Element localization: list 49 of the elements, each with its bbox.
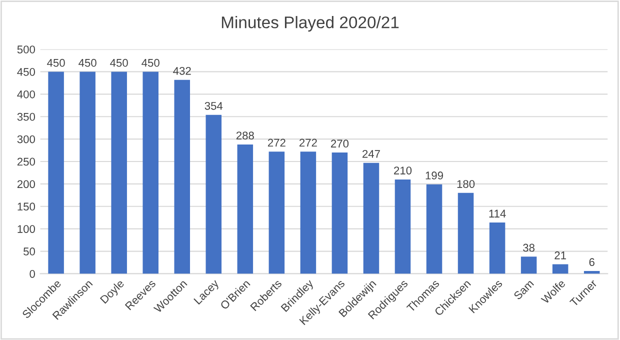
bar (426, 184, 442, 274)
bar (206, 114, 222, 274)
data-label: 6 (589, 258, 594, 266)
data-label: 272 (299, 138, 317, 147)
bar (111, 72, 127, 274)
data-label: 450 (78, 58, 96, 67)
x-tick-label: Sam (513, 279, 534, 300)
y-tick-label: 150 (18, 202, 36, 211)
y-tick-label: 200 (17, 180, 36, 188)
data-label: 210 (394, 166, 412, 174)
y-tick-label: 300 (17, 135, 36, 144)
bar (552, 264, 568, 274)
bar (520, 256, 537, 274)
bar (458, 192, 474, 274)
data-label: 450 (47, 58, 65, 67)
y-tick-label: 0 (30, 270, 36, 278)
y-tick-label: 450 (17, 68, 36, 76)
bar (80, 72, 96, 274)
bar (394, 179, 411, 274)
bar (237, 144, 254, 274)
data-label: 288 (236, 132, 254, 140)
y-tick-label: 500 (17, 46, 36, 54)
y-tick-label: 250 (17, 158, 36, 166)
bar (489, 222, 506, 274)
chart-title: Minutes Played 2020/21 (222, 16, 399, 32)
bar (142, 72, 158, 274)
bar (174, 80, 190, 274)
bar (363, 162, 380, 274)
bar (300, 152, 316, 274)
y-tick-label: 100 (18, 225, 36, 233)
data-label: 180 (457, 180, 475, 188)
bar (268, 152, 285, 274)
bar (48, 72, 64, 274)
y-tick-label: 400 (17, 90, 36, 98)
bar (584, 271, 600, 274)
data-label: 450 (110, 58, 128, 67)
data-label: 270 (331, 140, 349, 148)
data-label: 247 (362, 150, 380, 158)
data-label: 432 (173, 66, 191, 75)
data-label: 199 (426, 172, 443, 180)
data-label: 21 (554, 251, 566, 260)
data-label: 114 (489, 210, 506, 218)
bar (332, 152, 348, 274)
y-tick-label: 350 (17, 112, 36, 121)
y-tick-label: 50 (24, 248, 36, 256)
data-label: 272 (268, 138, 286, 147)
data-label: 450 (142, 58, 160, 67)
data-label: 38 (523, 244, 535, 252)
data-label: 354 (204, 102, 223, 110)
